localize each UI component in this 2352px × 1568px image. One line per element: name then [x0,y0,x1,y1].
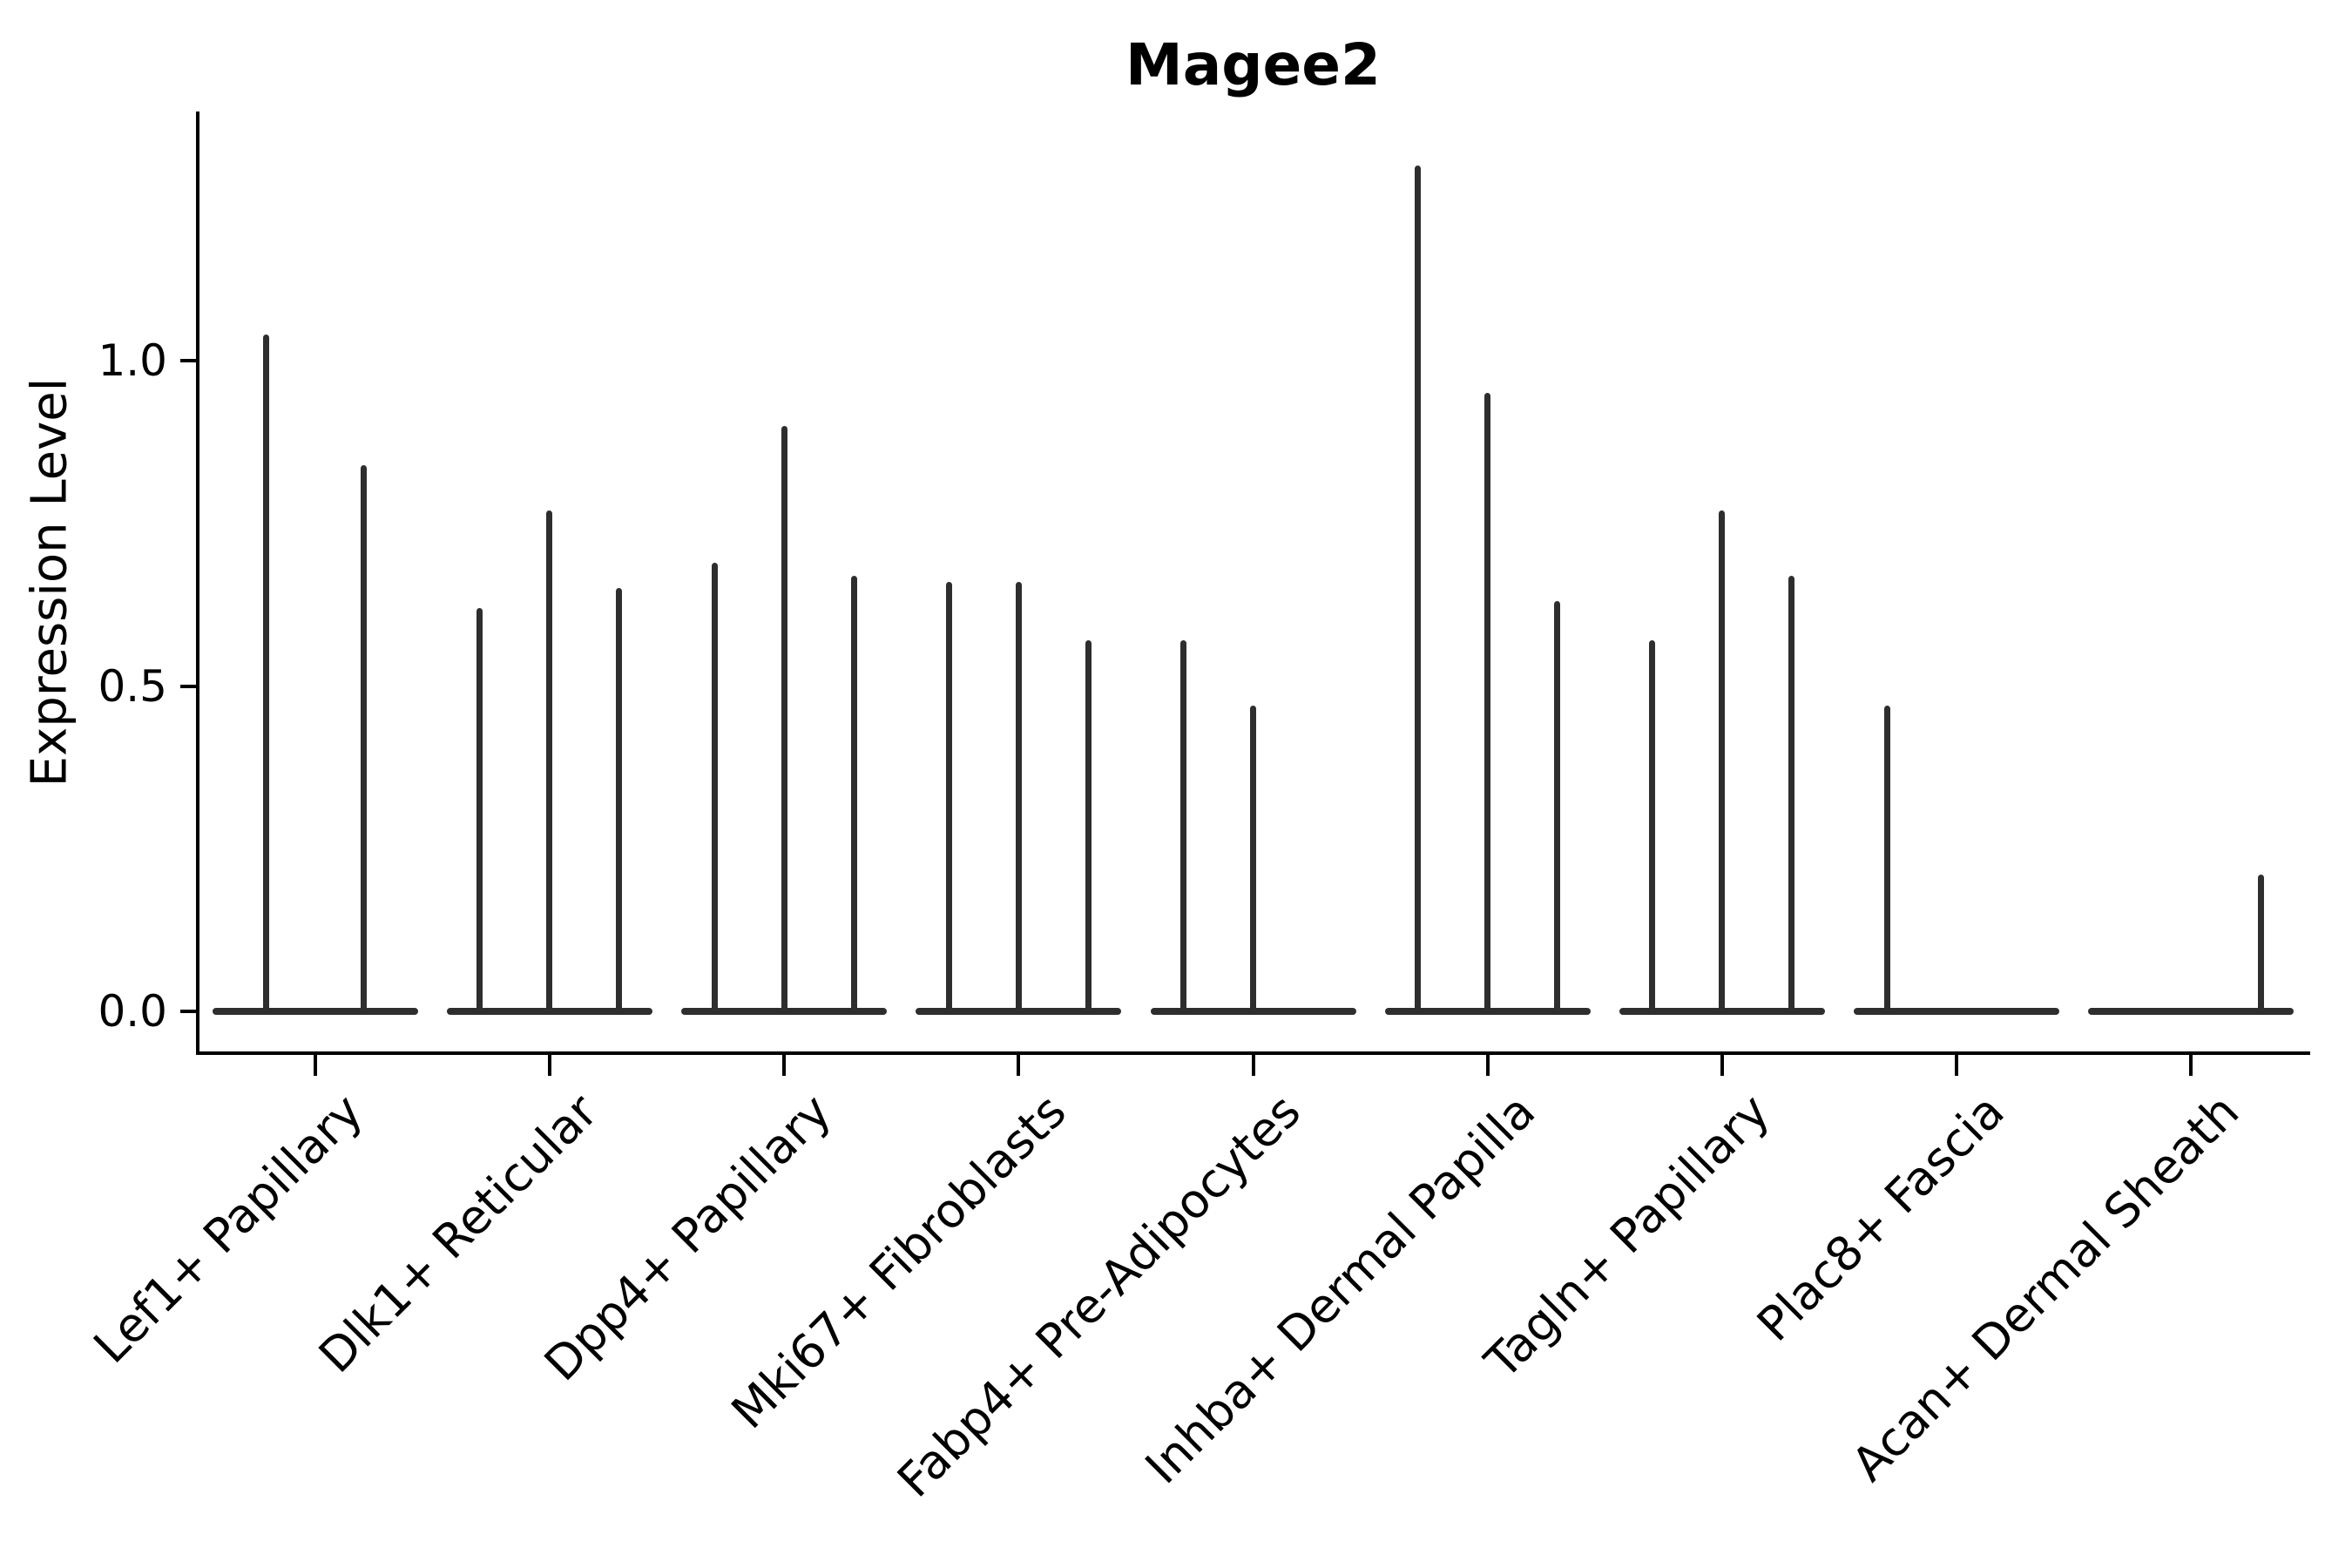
violin-base [1854,1008,2060,1015]
violin-spike [476,607,483,1011]
violin-spike [1554,601,1561,1011]
y-tick-mark [180,1010,198,1013]
x-tick-mark [1017,1055,1021,1076]
violin-base [2088,1008,2295,1015]
violin-spike [1085,640,1092,1011]
x-tick-mark [782,1055,787,1076]
x-tick-mark [547,1055,551,1076]
violin-spike [781,425,787,1011]
violin-base [1619,1008,1825,1015]
x-axis-spine [196,1051,2310,1055]
violin-spike [1250,705,1256,1011]
violin-spike [711,562,718,1011]
x-tick-mark [1720,1055,1724,1076]
y-tick-label: 0.5 [98,660,167,712]
x-tick-mark [1251,1055,1255,1076]
violin-base [212,1008,418,1015]
violin-base [446,1008,652,1015]
x-tick-label: Inhba+ Dermal Papilla [1134,1084,1546,1495]
y-tick-mark [180,684,198,688]
violin-spike [616,588,623,1011]
x-tick-mark [1485,1055,1490,1076]
violin-spike [1415,165,1422,1011]
violin-base [681,1008,888,1015]
violin-spike [945,581,952,1011]
violin-base [1150,1008,1356,1015]
x-tick-label: Plac8+ Fascia [1746,1084,2015,1352]
x-tick-mark [2189,1055,2193,1076]
violin-spike [1484,393,1491,1011]
y-tick-label: 1.0 [98,335,167,386]
y-tick-label: 0.0 [98,986,167,1037]
y-axis-spine [196,112,199,1055]
y-axis-label: Expression Level [21,377,78,787]
violin-base [1384,1008,1591,1015]
violin-spike [1015,581,1022,1011]
violin-spike [546,510,553,1011]
x-tick-label: Acan+ Dermal Sheath [1841,1084,2249,1492]
violin-spike [263,335,270,1011]
violin-spike [1788,575,1795,1011]
violin-spike [2257,875,2264,1011]
y-tick-mark [180,359,198,362]
violin-spike [1180,640,1186,1011]
violin-spike [1649,640,1656,1011]
violin-base [916,1008,1122,1015]
violin-spike [850,575,857,1011]
violin-spike [1883,705,1890,1011]
violin-spike [361,464,368,1011]
violin-spike [1719,510,1726,1011]
x-tick-mark [313,1055,317,1076]
x-tick-label: Fabp4+ Pre-Adipocytes [887,1084,1312,1508]
x-tick-mark [1955,1055,1959,1076]
plot-title: Magee2 [1125,31,1381,98]
